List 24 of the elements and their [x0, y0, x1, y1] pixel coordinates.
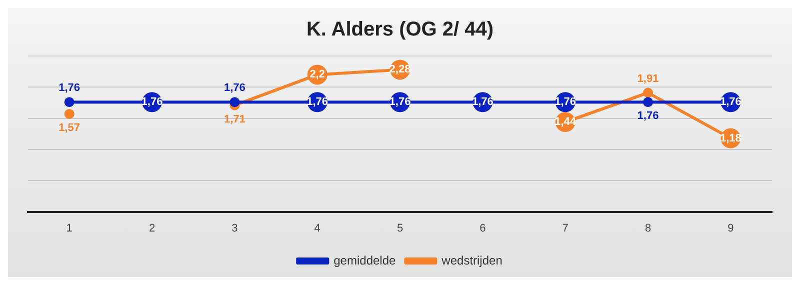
data-label: 1,57	[58, 122, 80, 134]
data-label: 1,76	[141, 96, 163, 108]
x-tick-label: 1	[66, 222, 72, 234]
data-label: 1,76	[554, 96, 576, 108]
data-label: 1,76	[306, 96, 328, 108]
x-tick-label: 4	[314, 222, 320, 234]
legend-label: wedstrijden	[440, 253, 502, 268]
data-label: 1,91	[637, 72, 659, 85]
data-label: 1,76	[637, 110, 659, 122]
x-tick-label: 5	[396, 222, 404, 234]
legend-label: gemiddelde	[334, 253, 396, 268]
x-tick-label: 7	[562, 222, 568, 234]
data-label: 1,76	[224, 82, 246, 94]
data-label: 1,76	[58, 82, 80, 94]
data-label: 1,76	[389, 96, 411, 108]
x-tick-label: 2	[148, 222, 156, 234]
x-tick-label: 6	[480, 222, 486, 234]
data-label: 1,71	[224, 113, 246, 126]
x-tick-label: 9	[728, 222, 734, 234]
data-label: 1,76	[472, 96, 494, 108]
x-tick-label: 3	[232, 222, 238, 234]
data-label: 2,2	[310, 68, 325, 81]
x-tick-label: 8	[644, 222, 652, 234]
chart-title: K. Alders (OG 2/ 44)	[306, 18, 494, 41]
